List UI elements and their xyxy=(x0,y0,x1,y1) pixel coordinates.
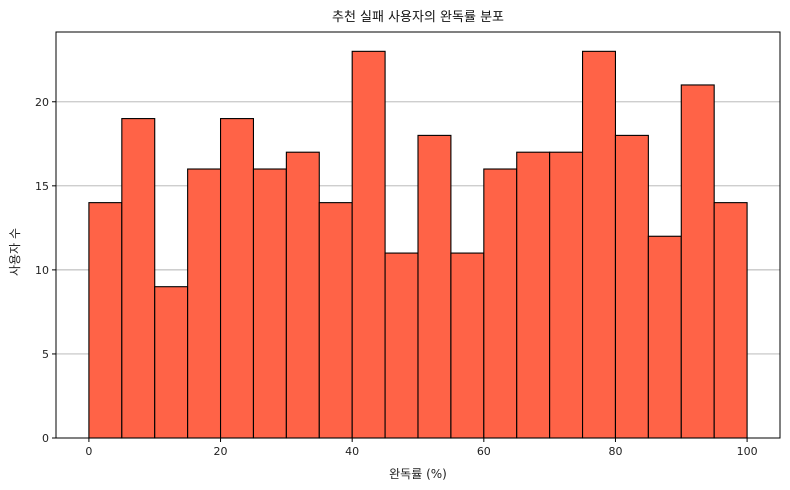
x-tick-label: 20 xyxy=(214,445,228,458)
histogram-bar xyxy=(647,235,682,439)
y-tick-label: 20 xyxy=(35,96,49,109)
histogram-bar xyxy=(219,118,255,439)
histogram-bar xyxy=(285,151,320,439)
histogram-bar xyxy=(318,202,353,439)
y-axis-title: 사용자 수 xyxy=(8,228,22,276)
histogram-bar xyxy=(549,151,584,439)
x-axis-title: 완독률 (%) xyxy=(389,467,447,481)
histogram-bar xyxy=(252,168,287,439)
histogram-bar xyxy=(483,168,518,439)
histogram-bar xyxy=(121,118,156,439)
histogram-bar xyxy=(680,84,715,439)
x-tick-label: 0 xyxy=(85,445,92,458)
x-tick-label: 40 xyxy=(345,445,359,458)
plot-frame xyxy=(55,31,781,439)
y-tick-label: 0 xyxy=(42,432,49,445)
y-axis-ticks: 0 5 10 15 20 xyxy=(35,96,56,445)
x-tick-label: 100 xyxy=(737,445,758,458)
histogram-bar xyxy=(713,202,748,439)
x-axis-ticks: 0 20 40 60 80 100 xyxy=(85,438,758,458)
x-tick-label: 60 xyxy=(477,445,491,458)
histogram-bar xyxy=(450,252,485,439)
histogram-bar xyxy=(417,134,452,439)
x-tick-label: 80 xyxy=(608,445,622,458)
histogram-bar xyxy=(384,252,419,439)
histogram-bar xyxy=(88,202,123,439)
y-tick-label: 5 xyxy=(42,348,49,361)
histogram-bar xyxy=(516,151,551,439)
bars-layer xyxy=(88,50,748,439)
histogram-bar xyxy=(581,50,617,439)
y-tick-label: 10 xyxy=(35,264,49,277)
histogram-bar xyxy=(351,50,386,439)
y-tick-label: 15 xyxy=(35,180,49,193)
histogram-bar xyxy=(187,168,222,439)
histogram-bar xyxy=(154,286,189,439)
chart-title: 추천 실패 사용자의 완독률 분포 xyxy=(332,10,504,25)
histogram-bar xyxy=(614,134,649,439)
